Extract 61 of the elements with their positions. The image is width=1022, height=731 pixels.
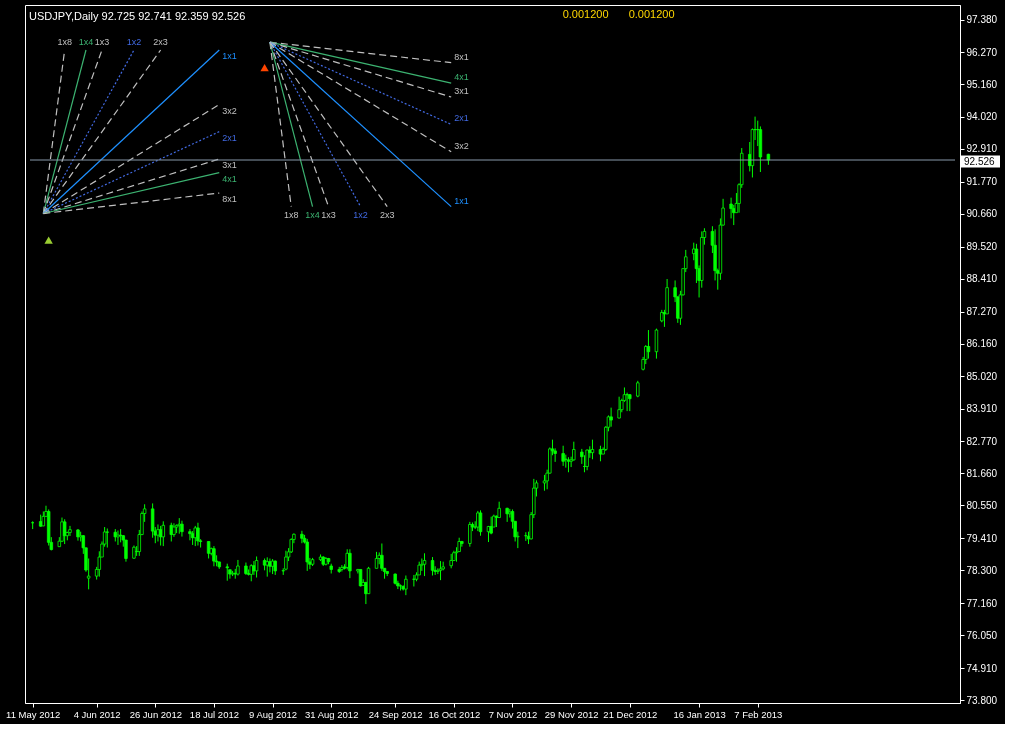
series-label: 2x3 xyxy=(153,37,168,47)
y-tick-label: 79.410 xyxy=(966,532,998,544)
y-tick-label: 86.160 xyxy=(966,338,998,350)
y-tick-label: 77.160 xyxy=(966,597,998,609)
y-tick-label: 83.910 xyxy=(966,403,998,415)
y-tick-label: 94.020 xyxy=(966,111,998,123)
series-label: 3x1 xyxy=(222,160,237,171)
x-tick-label: 29 Nov 2012 xyxy=(544,708,599,720)
x-tick-label: 31 Aug 2012 xyxy=(305,708,359,720)
y-tick-label: 96.270 xyxy=(966,46,998,58)
series-label: 3x1 xyxy=(454,86,469,97)
y-tick-label: 91.770 xyxy=(966,176,998,188)
x-tick-label: 7 Nov 2012 xyxy=(488,708,538,720)
series-label: 4x1 xyxy=(222,173,237,184)
x-tick-label: 24 Sep 2012 xyxy=(368,708,423,720)
chart-title: USDJPY,Daily 92.725 92.741 92.359 92.526 xyxy=(29,10,246,22)
series-label: 2x1 xyxy=(454,113,469,124)
y-tick-label: 85.020 xyxy=(966,371,998,382)
x-tick-label: 16 Oct 2012 xyxy=(428,708,481,720)
x-tick-label: 16 Jan 2013 xyxy=(673,708,726,720)
y-tick-label: 78.300 xyxy=(966,564,998,576)
x-tick-label: 7 Feb 2013 xyxy=(734,708,783,720)
y-tick-label: 81.660 xyxy=(966,467,998,479)
series-label: 1x3 xyxy=(321,209,336,220)
y-tick-label: 92.910 xyxy=(966,143,998,155)
series-label: 3x2 xyxy=(222,105,237,116)
series-label: 1x2 xyxy=(353,209,368,220)
x-tick-label: 9 Aug 2012 xyxy=(249,708,298,720)
y-tick-label: 97.380 xyxy=(966,14,998,26)
series-label: 2x1 xyxy=(222,132,237,143)
series-label: 1x8 xyxy=(283,209,299,220)
y-tick-label: 89.520 xyxy=(966,241,998,253)
series-label: 8x1 xyxy=(454,51,469,62)
y-tick-label: 80.550 xyxy=(966,499,998,511)
series-label: 1x3 xyxy=(94,37,110,47)
series-label: 3x2 xyxy=(454,140,469,151)
series-label: 1x1 xyxy=(454,195,469,206)
series-label: 2x3 xyxy=(379,209,395,220)
series-label: 1x4 xyxy=(78,37,94,47)
series-label: 1x4 xyxy=(305,209,320,220)
x-tick-label: 26 Jun 2012 xyxy=(129,708,182,720)
series-label: 1x2 xyxy=(126,37,142,47)
y-tick-label: 82.770 xyxy=(966,435,998,447)
x-tick-label: 21 Dec 2012 xyxy=(603,708,658,720)
series-label: 8x1 xyxy=(222,194,237,205)
ref-line-label: 92.526 xyxy=(964,155,996,167)
y-tick-label: 74.910 xyxy=(966,662,998,674)
y-tick-label: 95.160 xyxy=(966,78,998,90)
x-tick-label: 18 Jul 2012 xyxy=(189,708,239,720)
annotation: 0.001200 xyxy=(628,8,675,20)
x-tick-label: 11 May 2012 xyxy=(6,708,61,720)
y-tick-label: 76.050 xyxy=(966,629,998,641)
y-tick-label: 87.270 xyxy=(966,306,998,318)
series-label: 1x8 xyxy=(57,37,72,47)
y-tick-label: 73.800 xyxy=(966,694,998,706)
y-tick-label: 90.660 xyxy=(966,208,998,220)
series-label: 4x1 xyxy=(454,72,469,83)
y-tick-label: 88.410 xyxy=(966,273,998,285)
annotation: 0.001200 xyxy=(562,8,609,20)
x-tick-label: 4 Jun 2012 xyxy=(73,708,121,720)
series-label: 1x1 xyxy=(222,51,237,61)
